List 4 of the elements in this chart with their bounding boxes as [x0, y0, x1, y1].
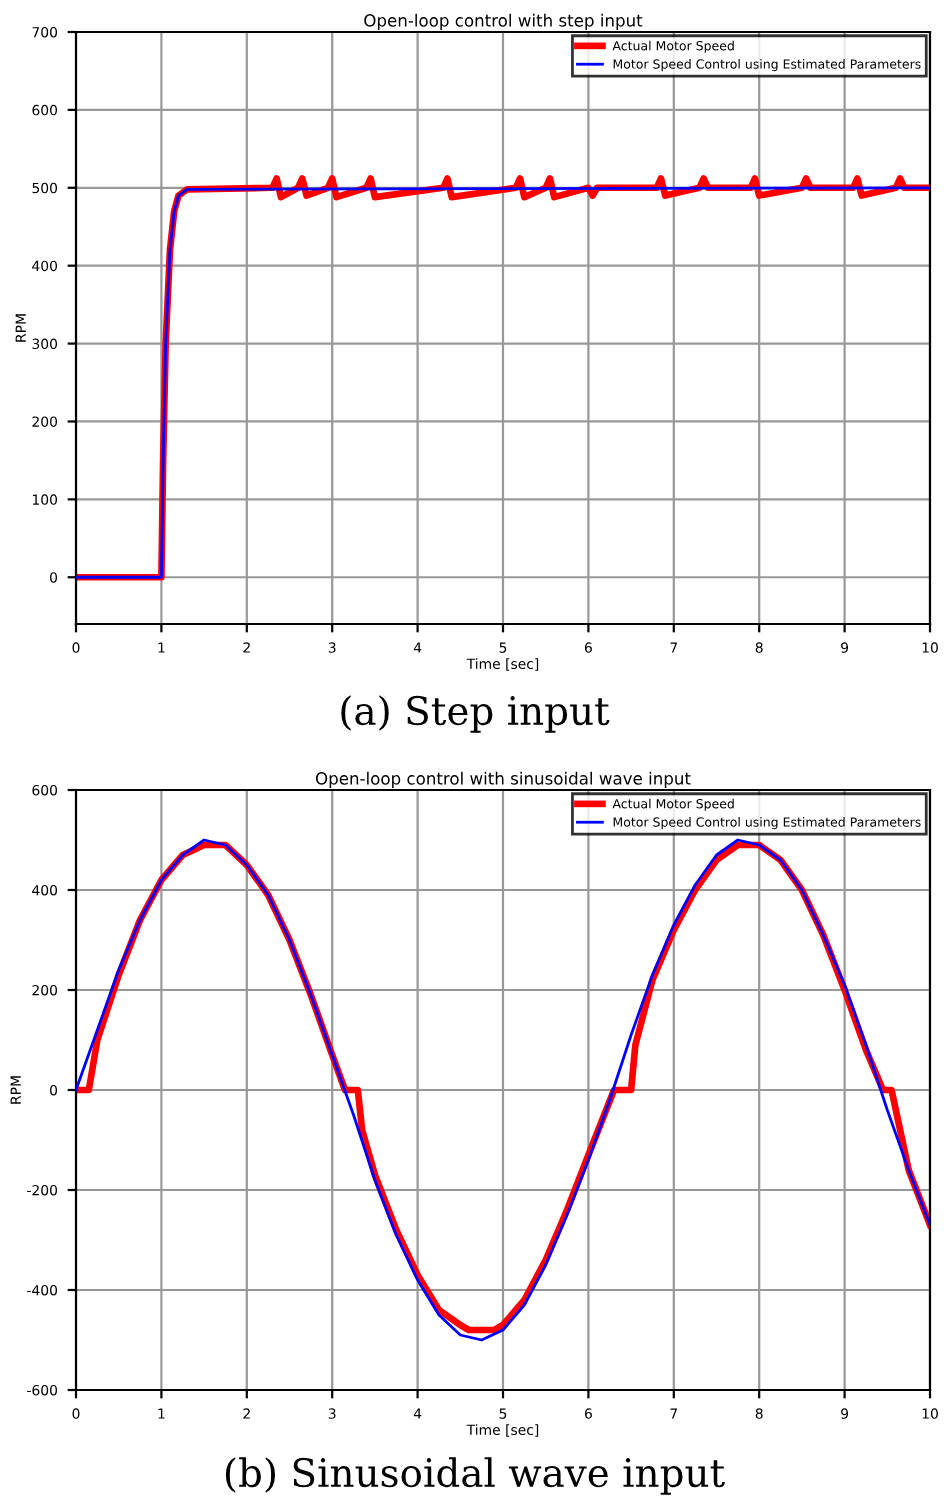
chart-title: Open-loop control with sinusoidal wave input [315, 771, 691, 788]
text: (a) Step input [341, 695, 610, 733]
chart-title: Open-loop control with step input [364, 13, 643, 30]
text: (b) Sinusoidal wave input [225, 1457, 725, 1495]
